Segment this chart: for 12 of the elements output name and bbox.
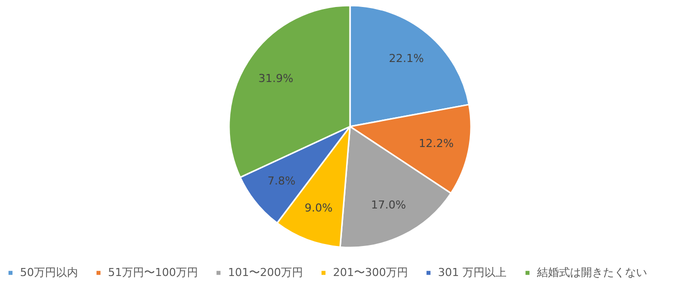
data-label: 12.2% [418,137,454,150]
legend-label: 結婚式は開きたくない [536,266,647,279]
data-label: 17.0% [370,198,406,212]
legend-label: 101〜200万円 [228,266,303,279]
data-label: 9.0% [304,202,333,215]
legend-label: 51万円〜100万円 [108,266,198,279]
data-label: 31.9% [258,72,294,86]
data-label: 22.1% [388,52,424,65]
legend-label: 201〜300万円 [333,266,408,279]
legend-label: 50万円以内 [20,266,78,279]
data-label: 7.8% [268,174,296,188]
legend-label: 301 万円以上 [438,266,506,279]
